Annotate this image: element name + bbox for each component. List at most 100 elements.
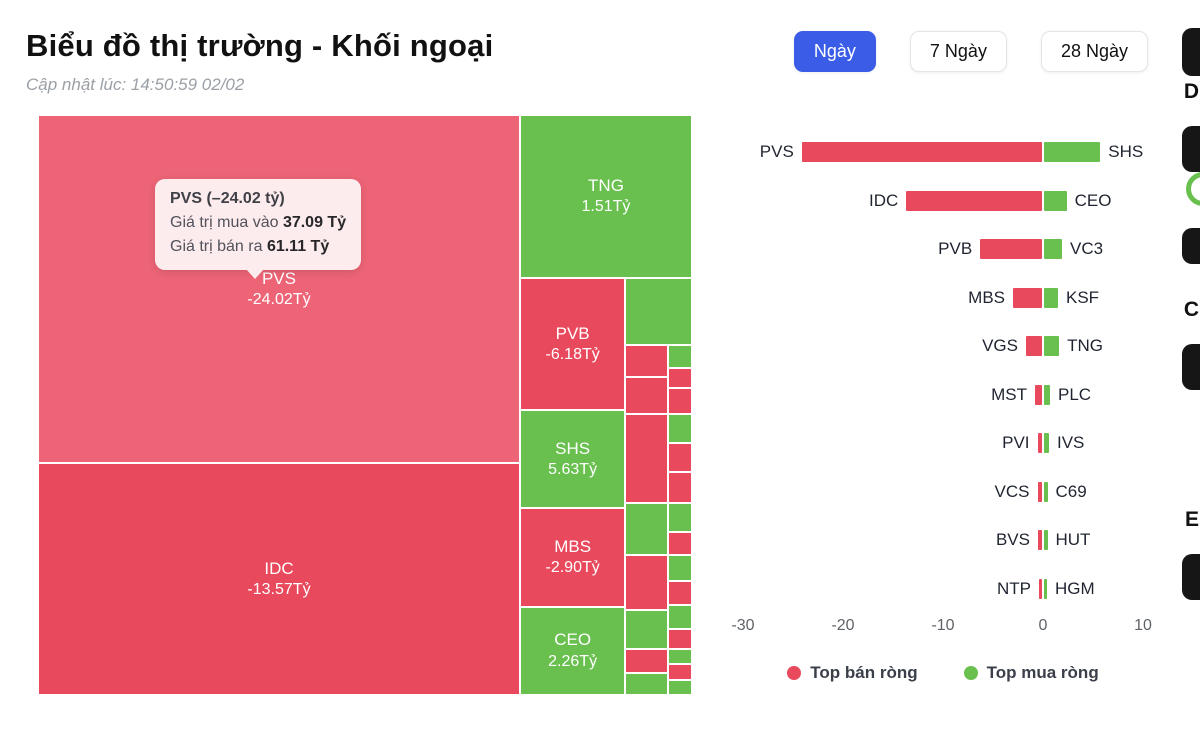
bar-row-idc: IDC CEO (743, 177, 1143, 226)
x-axis-tick: -20 (831, 617, 855, 634)
treemap-cell-small[interactable] (668, 555, 692, 582)
treemap-cell-small[interactable] (668, 443, 692, 473)
x-axis-tick: 10 (1134, 617, 1152, 634)
buy-bar-plc[interactable] (1044, 384, 1050, 405)
treemap-cell-small[interactable] (668, 414, 692, 444)
treemap-cell-small[interactable] (668, 581, 692, 605)
treemap-cell-ticker: MBS (554, 537, 592, 557)
period-button-28-ngay[interactable]: 28 Ngày (1040, 31, 1148, 72)
edge-pill-button[interactable] (1182, 228, 1200, 264)
tooltip-buy-value: 37.09 Tỷ (282, 214, 347, 231)
buy-bar-vc3[interactable] (1044, 239, 1062, 260)
sell-bar-bvs[interactable] (1038, 530, 1042, 551)
legend-item-top-ban-rong: Top bán ròng (787, 663, 918, 683)
buy-bar-shs[interactable] (1044, 142, 1101, 163)
treemap-cell-idc[interactable]: IDC -13.57Tỷ (38, 463, 520, 695)
treemap-cell-value: 5.63Tỷ (548, 460, 598, 478)
sell-bar-idc[interactable] (906, 190, 1042, 211)
buy-bar-hut[interactable] (1044, 530, 1048, 551)
buy-ticker-label-tng: TNG (1067, 336, 1103, 356)
x-axis-tick: 0 (1038, 617, 1048, 634)
treemap-cell-small[interactable] (668, 679, 692, 695)
sell-ticker-label-pvb: PVB (938, 239, 973, 259)
buy-ticker-label-hgm: HGM (1055, 578, 1095, 598)
header: Biểu đồ thị trường - Khối ngoại Cập nhật… (0, 0, 1200, 95)
treemap-cell-ticker: IDC (264, 558, 294, 578)
bar-row-vgs: VGS TNG (743, 322, 1143, 371)
sell-bar-vgs[interactable] (1026, 336, 1042, 357)
sell-ticker-label-pvs: PVS (759, 142, 794, 162)
sell-bar-pvb[interactable] (980, 239, 1042, 260)
buy-bar-hgm[interactable] (1044, 578, 1047, 599)
treemap-cell-value: 1.51Tỷ (581, 198, 631, 216)
sell-ticker-label-pvi: PVI (1002, 433, 1030, 453)
treemap-tooltip: PVS (–24.02 tỷ) Giá trị mua vào 37.09 Tỷ… (155, 179, 362, 279)
treemap-cell-tng[interactable]: TNG 1.51Tỷ (519, 115, 692, 278)
page-title: Biểu đồ thị trường - Khối ngoại (26, 28, 494, 63)
treemap-cell-small[interactable] (668, 532, 692, 556)
treemap-cell-small[interactable] (625, 672, 669, 695)
treemap-cell-small[interactable] (625, 648, 669, 673)
treemap-cell-small[interactable] (668, 604, 692, 630)
treemap-cell-small[interactable] (625, 376, 669, 415)
sell-bar-mbs[interactable] (1013, 287, 1042, 308)
buy-ticker-label-shs: SHS (1108, 142, 1144, 162)
treemap-cell-small[interactable] (668, 629, 692, 649)
sell-ticker-label-ntp: NTP (997, 578, 1031, 598)
sell-ticker-label-idc: IDC (869, 190, 899, 210)
bar-row-pvs: PVS SHS (743, 128, 1143, 177)
sell-bar-ntp[interactable] (1039, 578, 1042, 599)
treemap-cell-small[interactable] (668, 472, 692, 503)
treemap-cell-small[interactable] (625, 277, 692, 345)
period-button-7-ngay[interactable]: 7 Ngày (909, 31, 1007, 72)
sell-bar-vcs[interactable] (1037, 481, 1042, 502)
edge-pill-button[interactable] (1182, 554, 1200, 600)
treemap-cell-value: -13.57Tỷ (247, 580, 311, 598)
legend-red-dot-icon (787, 666, 802, 680)
buy-bar-ivs[interactable] (1044, 433, 1049, 454)
tooltip-sell-row: Giá trị bán ra 61.11 Tỷ (170, 235, 346, 259)
treemap-cell-small[interactable] (625, 344, 669, 377)
tooltip-sell-label: Giá trị bán ra (170, 238, 263, 255)
treemap-cell-small[interactable] (668, 344, 692, 368)
buy-ticker-label-ksf: KSF (1066, 287, 1100, 307)
x-axis-tick: -10 (931, 617, 955, 634)
sell-ticker-label-vcs: VCS (994, 481, 1030, 501)
treemap-cell-small[interactable] (625, 555, 669, 611)
buy-ticker-label-vc3: VC3 (1070, 239, 1104, 259)
period-button-ngay[interactable]: Ngày (793, 31, 876, 72)
treemap-cell-mbs[interactable]: MBS -2.90Tỷ (519, 508, 626, 607)
edge-pill-button[interactable] (1182, 126, 1200, 172)
edge-pill-button[interactable] (1182, 28, 1200, 76)
buy-bar-tng[interactable] (1044, 336, 1060, 357)
treemap-cell-small[interactable] (668, 367, 692, 389)
treemap-cell-value: -6.18Tỷ (545, 345, 600, 363)
treemap-cell-ceo[interactable]: CEO 2.26Tỷ (519, 606, 626, 695)
bar-rows: PVS SHS IDC CEO PVB VC3 MBS KSF VGS TNG MST PLC PVI I… (743, 128, 1143, 613)
treemap-cell-small[interactable] (625, 610, 669, 649)
treemap-cell-pvs[interactable]: PVS -24.02Tỷ (38, 115, 520, 463)
sell-bar-pvi[interactable] (1037, 433, 1042, 454)
treemap-cell-small[interactable] (668, 503, 692, 533)
treemap-cell-small[interactable] (668, 388, 692, 415)
treemap-cell-small[interactable] (625, 503, 669, 556)
buy-bar-c69[interactable] (1044, 481, 1048, 502)
treemap-cell-small[interactable] (668, 664, 692, 680)
treemap-cell-small[interactable] (625, 414, 669, 503)
treemap-cell-ticker: SHS (555, 438, 591, 458)
sell-bar-pvs[interactable] (801, 142, 1042, 163)
buy-bar-ceo[interactable] (1044, 190, 1067, 211)
treemap-cell-value: 2.26Tỷ (548, 652, 598, 670)
bar-row-mst: MST PLC (743, 371, 1143, 420)
treemap-cell-pvb[interactable]: PVB -6.18Tỷ (519, 277, 626, 411)
edge-pill-button[interactable] (1182, 344, 1200, 390)
treemap-cell-small[interactable] (668, 648, 692, 665)
treemap-cell-shs[interactable]: SHS 5.63Tỷ (519, 410, 626, 509)
buy-bar-ksf[interactable] (1044, 287, 1058, 308)
tooltip-buy-label: Giá trị mua vào (170, 214, 279, 231)
sell-bar-mst[interactable] (1035, 384, 1042, 405)
buy-ticker-label-c69: C69 (1055, 481, 1087, 501)
bar-row-pvb: PVB VC3 (743, 225, 1143, 274)
sell-ticker-label-mbs: MBS (968, 287, 1005, 307)
